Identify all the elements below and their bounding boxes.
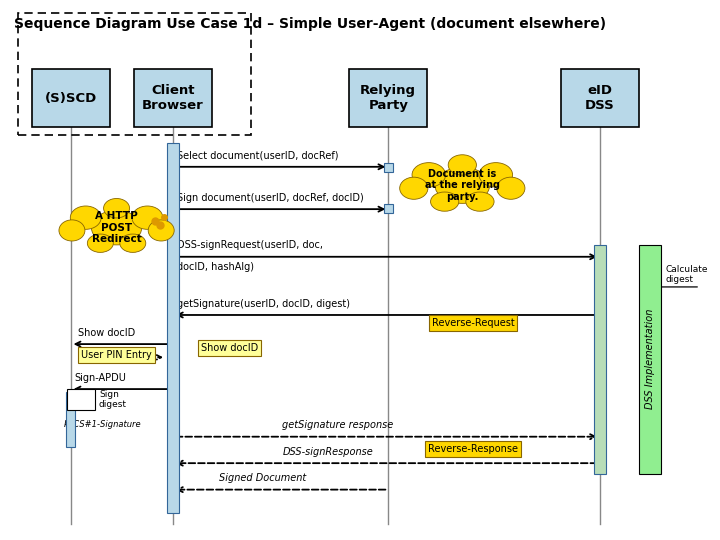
Ellipse shape [59,220,85,241]
Text: Select document(userID, docRef): Select document(userID, docRef) [176,151,338,160]
Ellipse shape [448,155,477,175]
Text: Sequence Diagram Use Case 1d – Simple User-Agent (document elsewhere): Sequence Diagram Use Case 1d – Simple Us… [14,17,606,31]
Text: Document is
at the relying
party.: Document is at the relying party. [425,168,500,202]
Text: Reverse-Response: Reverse-Response [428,444,518,454]
Ellipse shape [435,167,490,204]
Text: Sign-APDU: Sign-APDU [74,373,126,383]
FancyBboxPatch shape [384,163,393,172]
FancyBboxPatch shape [67,389,95,410]
FancyBboxPatch shape [167,143,179,514]
Text: PKCS#1-Signature: PKCS#1-Signature [63,420,141,429]
Text: DSS-signRequest(userID, doc,: DSS-signRequest(userID, doc, [176,240,323,251]
FancyBboxPatch shape [134,69,212,127]
Bar [18,14,251,135]
FancyBboxPatch shape [32,69,109,127]
FancyBboxPatch shape [66,392,76,447]
Text: Show docID: Show docID [201,343,258,353]
Text: getSignature(userID, docID, digest): getSignature(userID, docID, digest) [176,299,349,309]
Text: Reverse-Request: Reverse-Request [431,318,514,328]
Text: Sign
digest: Sign digest [99,390,127,409]
Ellipse shape [479,163,513,187]
Ellipse shape [87,234,113,252]
Text: Calculate
digest: Calculate digest [665,265,708,284]
Text: DSS-signResponse: DSS-signResponse [282,447,373,457]
Text: eID
DSS: eID DSS [585,84,615,112]
Ellipse shape [91,211,142,245]
Text: A HTTP
POST
Redirect: A HTTP POST Redirect [91,211,141,244]
Ellipse shape [400,177,428,199]
Text: getSignature response: getSignature response [282,420,394,430]
Text: (S)SCD: (S)SCD [45,91,96,105]
Text: docID, hashAlg): docID, hashAlg) [176,262,253,272]
Ellipse shape [120,234,145,252]
Text: Relying
Party: Relying Party [360,84,416,112]
Ellipse shape [104,199,130,218]
Text: Sign document(userID, docRef, docID): Sign document(userID, docRef, docID) [176,193,364,203]
FancyBboxPatch shape [594,245,606,474]
Text: Signed Document: Signed Document [219,473,306,483]
Ellipse shape [431,192,459,211]
Ellipse shape [132,206,163,230]
Ellipse shape [71,206,101,230]
Ellipse shape [497,177,525,199]
Ellipse shape [466,192,494,211]
Text: DSS Implementation: DSS Implementation [645,309,655,409]
FancyBboxPatch shape [561,69,639,127]
Text: Client
Browser: Client Browser [142,84,204,112]
FancyBboxPatch shape [384,204,393,213]
Ellipse shape [148,220,174,241]
Text: User PIN Entry: User PIN Entry [81,350,152,360]
FancyBboxPatch shape [639,245,661,474]
Ellipse shape [412,163,446,187]
Text: Show docID: Show docID [78,328,135,338]
FancyBboxPatch shape [349,69,427,127]
